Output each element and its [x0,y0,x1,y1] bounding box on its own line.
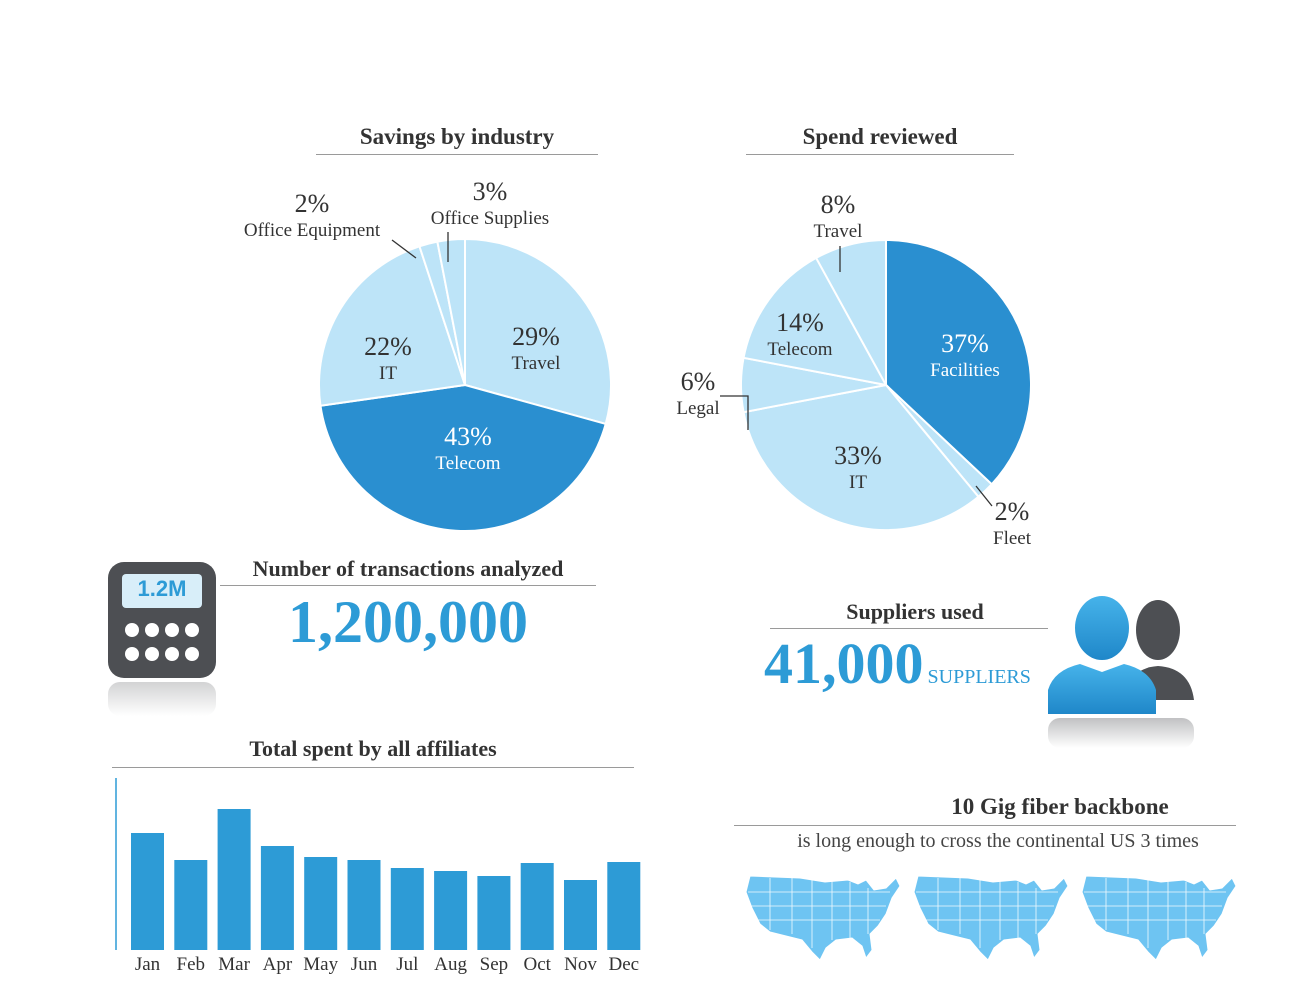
pie-value-label: 37% [941,329,989,358]
x-tick-label: Jul [396,954,418,975]
pie-value-label: 14% [776,308,824,337]
pie-value-label: 43% [444,422,492,451]
pie-category-label: Telecom [767,339,832,360]
bar-apr [260,846,294,950]
pie-value-label: 8% [821,190,856,219]
pie-slice-it [318,245,467,407]
savings-title-rule [316,154,598,155]
pie-value-label: 33% [834,441,882,470]
fiber-title-rule [734,825,1236,826]
calculator-icon-label: 1.2M [137,576,187,601]
x-tick-label: Apr [263,954,293,975]
bar-jul [390,868,424,950]
pie-category-label: Travel [512,353,561,374]
suppliers-title: Suppliers used [846,599,984,624]
x-tick-label: Feb [177,954,206,975]
x-tick-label: Dec [609,954,640,975]
bar-feb [174,860,208,950]
x-tick-label: Jan [135,954,161,975]
users-icon [1048,596,1194,748]
pie-value-label: 22% [364,332,412,361]
pie-category-label: Travel [814,221,863,242]
pie-value-label: 2% [295,189,330,218]
x-tick-label: Aug [434,954,467,975]
pie-category-label: Fleet [993,528,1032,549]
leader-line [720,395,749,430]
us-map-2 [913,875,1069,961]
bar-jun [347,860,381,950]
pie-category-label: Legal [676,398,719,419]
pie-category-label: Telecom [435,453,500,474]
x-tick-label: Jun [351,954,378,975]
pie-slice-it [742,383,980,531]
pie-slice-office-supplies [436,237,466,386]
suppliers-value: 41,000 [764,631,924,696]
x-tick-label: Oct [523,954,551,975]
pie-slice-travel [464,237,612,426]
bar-may [304,857,338,950]
leader-line [975,485,993,507]
us-maps [745,875,1237,961]
bar-chart: Jan Feb Mar Apr May Jun Jul Aug Sep Oct Nov Dec [115,778,641,975]
pie-category-label: IT [379,363,397,384]
bar-oct [520,863,554,950]
bar-aug [434,871,468,950]
us-map-1 [745,875,901,961]
bar-chart-title-rule [112,767,634,768]
pie-slice-facilities [885,238,1032,486]
pie-slice-telecom [319,383,607,532]
leader-line [391,239,417,259]
bar-jan [131,833,164,950]
x-tick-label: Mar [218,954,250,975]
fiber-title: 10 Gig fiber backbone [951,794,1169,819]
pie-slice-telecom [742,256,888,387]
spend-title-rule [746,154,1014,155]
fiber-subtitle: is long enough to cross the continental … [797,830,1199,852]
bar-chart-title: Total spent by all affiliates [249,736,497,761]
bar-sep [477,876,511,950]
x-tick-label: Nov [564,954,597,975]
pie-value-label: 2% [995,497,1030,526]
pie-value-label: 29% [512,322,560,351]
pie-category-label: Facilities [930,360,1000,381]
pie-category-label: IT [849,472,867,493]
bar-nov [564,880,597,950]
x-tick-label: Sep [480,954,509,975]
suppliers-unit: SUPPLIERS [927,666,1031,688]
x-tick-label: May [303,954,338,975]
savings-chart-title: Savings by industry [359,124,555,149]
pie-category-label: Office Supplies [431,208,549,229]
spend-chart-title: Spend reviewed [802,124,958,149]
transactions-title: Number of transactions analyzed [252,556,564,581]
spend-pie-chart: 37%Facilities 2%Fleet 33%IT 6%Legal 14%Telec… [676,190,1032,549]
savings-pie-chart: 29%Travel 43%Telecom 22%IT 2%Office Equipme… [244,177,612,532]
transactions-title-rule [220,585,596,586]
us-map-3 [1081,875,1237,961]
transactions-value: 1,200,000 [288,589,528,655]
pie-value-label: 3% [473,177,508,206]
pie-slice-travel [814,238,887,386]
bar-mar [217,809,251,950]
pie-category-label: Office Equipment [244,220,381,241]
calculator-icon [108,562,216,716]
pie-value-label: 6% [681,367,716,396]
suppliers-value-row: 41,000 SUPPLIERS [764,632,1064,696]
bar-dec [607,862,641,950]
suppliers-title-rule [770,628,1048,629]
